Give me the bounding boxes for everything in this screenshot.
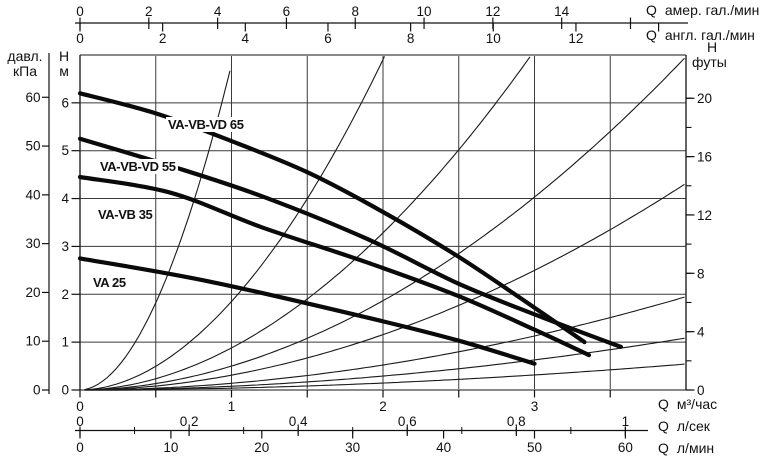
- ls-axis-label: Q л/сек: [658, 419, 710, 434]
- svg-text:1: 1: [61, 335, 69, 350]
- svg-text:0: 0: [697, 383, 705, 398]
- svg-text:0: 0: [76, 31, 84, 46]
- svg-text:10: 10: [417, 4, 432, 19]
- svg-text:10: 10: [25, 334, 40, 349]
- svg-text:0,4: 0,4: [289, 414, 308, 429]
- svg-text:40: 40: [436, 440, 451, 455]
- svg-text:60: 60: [25, 90, 40, 105]
- svg-text:2: 2: [61, 287, 69, 302]
- uk-gpm-axis-label: Q англ. гал./мин: [646, 28, 755, 43]
- svg-text:14: 14: [554, 4, 570, 19]
- svg-text:0: 0: [76, 4, 84, 19]
- svg-text:4: 4: [697, 325, 705, 340]
- svg-text:20: 20: [254, 440, 269, 455]
- svg-text:2: 2: [159, 31, 167, 46]
- svg-text:0: 0: [76, 440, 84, 455]
- head-axis-title-line2: м: [59, 63, 69, 79]
- head-axis-title-line1: Н: [58, 48, 70, 64]
- svg-text:0,2: 0,2: [180, 414, 199, 429]
- svg-text:4: 4: [242, 31, 250, 46]
- svg-text:4: 4: [214, 4, 222, 19]
- pressure-axis-title-line2: кПа: [13, 63, 37, 79]
- svg-text:4: 4: [61, 191, 69, 206]
- svg-text:60: 60: [618, 440, 633, 455]
- us-gpm-q: Q: [646, 2, 657, 18]
- m3h-unit: м³/час: [676, 396, 718, 412]
- pressure-axis-title: давл. кПа: [2, 49, 48, 79]
- svg-text:5: 5: [61, 143, 69, 158]
- svg-text:8: 8: [697, 266, 705, 281]
- curve-label-va-vb-vd-65: VA-VB-VD 65: [166, 117, 246, 132]
- ls-unit: л/сек: [676, 418, 710, 434]
- svg-text:30: 30: [345, 440, 360, 455]
- uk-gpm-q: Q: [646, 27, 657, 43]
- svg-text:10: 10: [486, 31, 501, 46]
- svg-text:0: 0: [61, 383, 69, 398]
- uk-gpm-unit: англ. гал./мин: [664, 27, 755, 43]
- m3h-q: Q: [658, 396, 669, 412]
- svg-text:0: 0: [76, 414, 84, 429]
- svg-text:3: 3: [531, 399, 539, 414]
- svg-text:20: 20: [25, 285, 40, 300]
- svg-text:6: 6: [61, 95, 69, 110]
- svg-text:20: 20: [697, 91, 712, 106]
- lmin-q: Q: [658, 440, 669, 456]
- svg-text:0: 0: [33, 383, 41, 398]
- svg-text:10: 10: [163, 440, 178, 455]
- us-gpm-axis-label: Q амер. гал./мин: [646, 3, 759, 18]
- svg-text:12: 12: [568, 31, 583, 46]
- svg-text:1: 1: [622, 414, 630, 429]
- svg-text:16: 16: [697, 150, 712, 165]
- feet-axis-title-line2: футы: [692, 54, 727, 70]
- head-axis-title: Н м: [52, 49, 76, 79]
- m3h-axis-label: Q м³/час: [658, 397, 717, 412]
- svg-text:12: 12: [697, 208, 712, 223]
- feet-axis-title-line1: Н: [707, 39, 718, 55]
- svg-text:3: 3: [61, 239, 69, 254]
- svg-text:0,6: 0,6: [398, 414, 417, 429]
- svg-text:30: 30: [25, 236, 40, 251]
- svg-text:6: 6: [324, 31, 332, 46]
- feet-axis-title: Н футы: [692, 40, 727, 70]
- svg-text:2: 2: [379, 399, 387, 414]
- svg-text:50: 50: [527, 440, 542, 455]
- us-gpm-unit: амер. гал./мин: [664, 2, 760, 18]
- svg-text:50: 50: [25, 139, 40, 154]
- svg-text:8: 8: [407, 31, 415, 46]
- lmin-axis-label: Q л/мин: [658, 441, 714, 456]
- curve-label-va-vb-35: VA-VB 35: [96, 207, 155, 222]
- svg-text:0,8: 0,8: [507, 414, 526, 429]
- svg-text:8: 8: [351, 4, 359, 19]
- curve-label-va-25: VA 25: [91, 275, 128, 290]
- pressure-axis-title-line1: давл.: [7, 48, 43, 64]
- svg-text:0: 0: [76, 399, 84, 414]
- svg-text:6: 6: [283, 4, 291, 19]
- svg-text:40: 40: [25, 187, 40, 202]
- lmin-unit: л/мин: [676, 440, 715, 456]
- svg-text:2: 2: [145, 4, 153, 19]
- curve-label-va-vb-vd-55: VA-VB-VD 55: [98, 159, 178, 174]
- svg-text:1: 1: [228, 399, 236, 414]
- svg-text:12: 12: [485, 4, 500, 19]
- ls-q: Q: [658, 418, 669, 434]
